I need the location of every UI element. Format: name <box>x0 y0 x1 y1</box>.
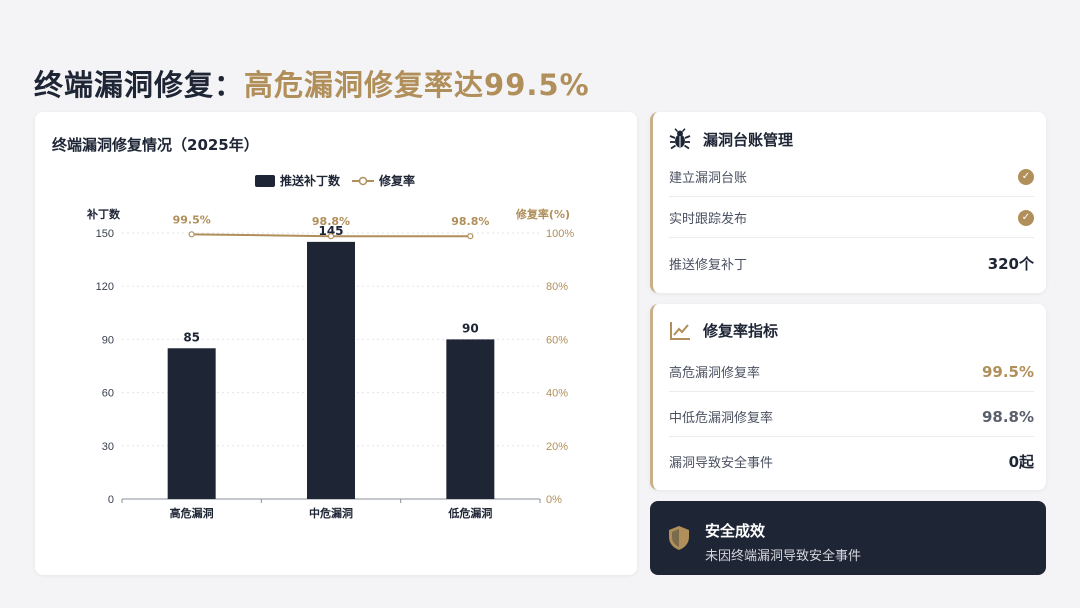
y-tick-right: 20% <box>546 441 568 453</box>
ledger-row-label: 建立漏洞台账 <box>669 171 748 186</box>
y-axis-title-left: 补丁数 <box>86 207 121 221</box>
y-tick-left: 60 <box>102 388 114 400</box>
legend-swatch-marker <box>358 176 368 186</box>
metrics-row-value: 98.8% <box>981 407 1034 426</box>
y-tick-right: 40% <box>546 388 568 400</box>
rate-label: 98.8% <box>312 215 350 228</box>
trend-chart-icon <box>670 321 690 340</box>
metrics-row-label: 中低危漏洞修复率 <box>669 411 774 426</box>
metrics-row-value: 0起 <box>1008 452 1034 471</box>
ledger-row-label: 推送修复补丁 <box>669 257 748 273</box>
y-tick-right: 0% <box>546 494 562 506</box>
ledger-card: 漏洞台账管理 建立漏洞台账 ✓ 实时跟踪发布 ✓ 推送修复补丁 320个 <box>650 112 1046 293</box>
check-icon: ✓ <box>1018 209 1034 226</box>
x-tick-label: 中危漏洞 <box>309 506 353 520</box>
y-tick-left: 150 <box>96 228 114 240</box>
metrics-row-label: 高危漏洞修复率 <box>669 366 761 381</box>
chart-title: 终端漏洞修复情况（2025年） <box>52 136 259 154</box>
bar-value-label: 85 <box>183 330 200 344</box>
bar <box>167 348 216 499</box>
ledger-row: 推送修复补丁 320个 <box>669 243 1034 283</box>
ledger-row: 实时跟踪发布 ✓ <box>669 198 1034 238</box>
x-tick-label: 低危漏洞 <box>447 506 492 520</box>
y-tick-right: 60% <box>546 334 568 346</box>
ledger-row-value: 320个 <box>987 254 1034 273</box>
legend-label: 推送补丁数 <box>280 173 341 188</box>
rate-label: 99.5% <box>173 213 211 226</box>
ledger-title: 漏洞台账管理 <box>703 130 794 149</box>
ledger-row: 建立漏洞台账 ✓ <box>669 157 1034 197</box>
x-tick-label: 高危漏洞 <box>170 506 214 520</box>
bar-value-label: 145 <box>318 224 343 238</box>
metrics-row-value: 99.5% <box>981 362 1034 381</box>
page-title-highlight: 高危漏洞修复率达99.5% <box>244 68 590 102</box>
rate-label: 98.8% <box>451 215 489 228</box>
page-title: 终端漏洞修复：高危漏洞修复率达99.5% <box>34 62 590 104</box>
rate-point <box>188 231 195 238</box>
y-tick-left: 120 <box>96 281 114 293</box>
bar <box>307 241 355 499</box>
legend-swatch-bar <box>255 175 275 187</box>
bar-value-label: 90 <box>462 321 479 335</box>
y-tick-right: 80% <box>546 281 568 293</box>
result-card: 安全成效 未因终端漏洞导致安全事件 <box>650 501 1046 575</box>
result-title: 安全成效 <box>705 522 766 540</box>
y-axis-title-right: 修复率(%) <box>515 207 570 221</box>
bar <box>446 339 495 499</box>
result-subtitle: 未因终端漏洞导致安全事件 <box>705 549 862 564</box>
metrics-row: 漏洞导致安全事件 0起 <box>669 441 1034 481</box>
y-tick-left: 90 <box>102 334 114 346</box>
page-title-main: 终端漏洞修复： <box>34 68 245 102</box>
shield-icon <box>669 526 689 550</box>
rate-point <box>327 233 335 240</box>
bug-icon <box>669 128 691 150</box>
metrics-row: 中低危漏洞修复率 98.8% <box>669 397 1034 437</box>
ledger-row-label: 实时跟踪发布 <box>669 212 748 227</box>
check-icon: ✓ <box>1018 168 1034 185</box>
y-tick-right: 100% <box>546 228 574 240</box>
chart: 0 30 60 90 120 150 0% 20% 40% 60% 80% 100% 补丁数 修复率(%)… <box>86 173 574 520</box>
legend-label: 修复率 <box>378 173 415 188</box>
y-tick-left: 30 <box>102 441 114 453</box>
rate-point <box>467 233 474 240</box>
chart-card: 终端漏洞修复情况（2025年） 0 30 60 90 120 150 0% 20% 40% 60%… <box>35 112 637 575</box>
metrics-title: 修复率指标 <box>703 322 779 340</box>
metrics-card: 修复率指标 高危漏洞修复率 99.5% 中低危漏洞修复率 98.8% 漏洞导致安… <box>650 304 1046 490</box>
metrics-row: 高危漏洞修复率 99.5% <box>669 352 1034 392</box>
y-tick-left: 0 <box>108 494 114 506</box>
metrics-row-label: 漏洞导致安全事件 <box>669 455 774 471</box>
